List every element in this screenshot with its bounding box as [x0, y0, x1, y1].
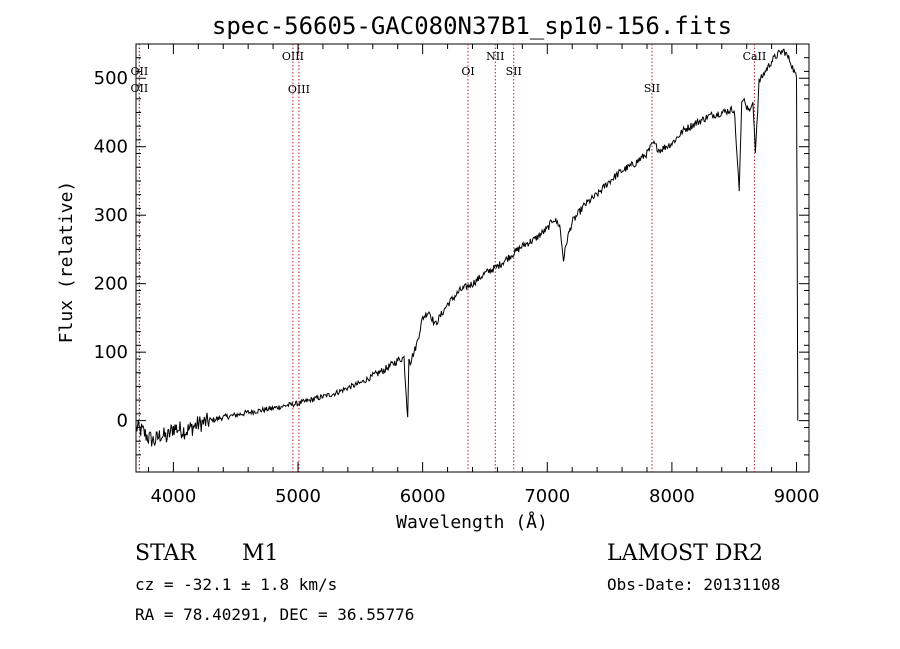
footer-class-label: STAR: [135, 541, 197, 566]
y-tick-label: 200: [94, 274, 128, 295]
y-tick-label: 400: [94, 137, 128, 158]
y-axis-label: Flux (relative): [56, 181, 77, 344]
footer-redshift: cz = -32.1 ± 1.8 km/s: [135, 575, 337, 594]
footer-obs-date: Obs-Date: 20131108: [607, 575, 780, 594]
line-marker-label: SII: [644, 82, 660, 95]
spectrum-series-line: [135, 48, 799, 447]
y-tick-label: 500: [94, 68, 128, 89]
line-marker-label: OIII: [288, 83, 310, 96]
plot-border: [135, 43, 810, 473]
line-marker-label: CaII: [743, 50, 767, 63]
line-marker-label: NII: [486, 50, 504, 63]
x-tick-label: 9000: [774, 486, 820, 507]
x-axis-ticks: 4000 5000 6000 7000 8000 9000: [147, 44, 820, 507]
line-marker-label: OIII: [282, 50, 304, 63]
x-tick-label: 8000: [649, 486, 695, 507]
line-marker-label: OII: [131, 82, 149, 95]
line-markers: OIIOIIOIIIOIIIOINIISIISIICaII: [131, 44, 767, 472]
x-tick-label: 7000: [524, 486, 570, 507]
x-tick-label: 4000: [150, 486, 196, 507]
y-tick-label: 0: [117, 411, 128, 432]
line-marker-label: SII: [506, 65, 522, 78]
x-axis-label: Wavelength (Å): [396, 511, 548, 533]
footer-survey: LAMOST DR2: [607, 541, 763, 566]
y-axis-ticks: 0 100 200 300 400 500: [94, 57, 809, 456]
y-tick-label: 100: [94, 342, 128, 363]
x-tick-label: 6000: [400, 486, 446, 507]
footer-subclass: M1: [242, 541, 279, 566]
chart-title: spec-56605-GAC080N37B1_sp10-156.fits: [212, 12, 732, 40]
plot-frame: [135, 43, 810, 473]
line-marker-label: OI: [461, 65, 474, 78]
footer-coords: RA = 78.40291, DEC = 36.55776: [135, 605, 414, 624]
y-tick-label: 300: [94, 205, 128, 226]
x-tick-label: 5000: [275, 486, 321, 507]
